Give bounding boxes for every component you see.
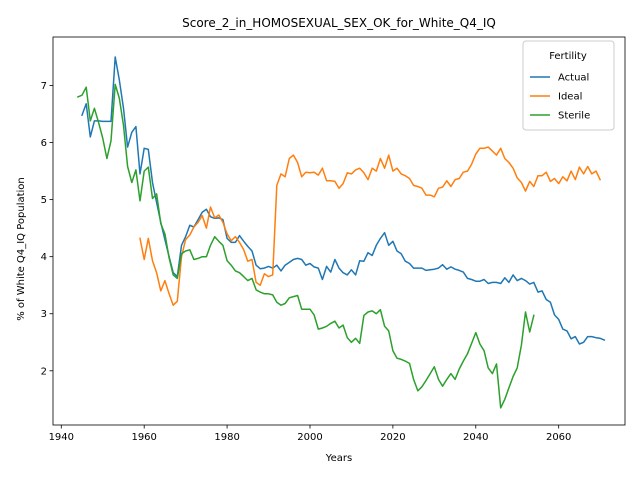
x-tick-label: 1960 [131, 432, 156, 443]
series-line-sterile [76, 83, 535, 409]
y-axis-title: % of White Q4_IQ Population [16, 177, 27, 321]
y-tick-label: 2 [41, 366, 47, 377]
x-tick-label: 2040 [463, 432, 488, 443]
y-tick-label: 4 [41, 252, 47, 263]
x-tick-label: 1940 [49, 432, 74, 443]
legend-label-actual: Actual [558, 73, 589, 84]
series-line-ideal [139, 146, 602, 306]
y-tick-label: 6 [41, 138, 47, 149]
plot-area: 1940 1960 1980 2000 2020 2040 2060 2 3 4 5 6 7 [41, 36, 626, 443]
x-tick-label: 1980 [214, 432, 239, 443]
y-tick-label: 5 [41, 195, 47, 206]
y-tick-label: 3 [41, 309, 47, 320]
legend: Fertility Actual Ideal Sterile [522, 40, 615, 131]
x-tick-label: 2000 [297, 432, 322, 443]
axes-frame [52, 36, 626, 426]
legend-title: Fertility [549, 51, 587, 62]
x-tick-label: 2020 [380, 432, 405, 443]
y-tick-label: 7 [41, 81, 47, 92]
chart-title: Score_2_in_HOMOSEXUAL_SEX_OK_for_White_Q… [182, 16, 496, 30]
legend-frame [522, 40, 615, 131]
legend-label-ideal: Ideal [558, 92, 582, 103]
x-axis-title: Years [325, 453, 352, 464]
x-tick-label: 2060 [546, 432, 571, 443]
legend-label-sterile: Sterile [558, 111, 590, 122]
